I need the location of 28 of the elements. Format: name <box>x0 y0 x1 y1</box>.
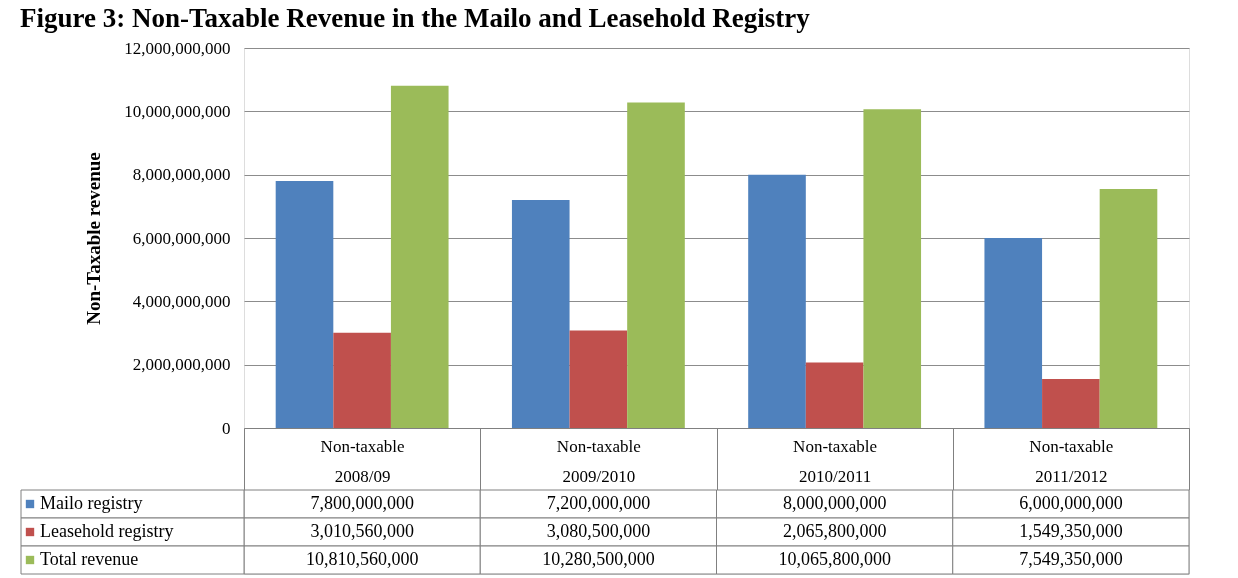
x-tick-label: Non-taxable 2009/2010 <box>556 436 641 486</box>
data-label: 10,065,800,000 <box>778 549 891 569</box>
x-tick-label: Non-taxable 2008/09 <box>320 436 405 486</box>
y-tick-label: 0 <box>222 418 231 438</box>
data-label: 7,200,000,000 <box>546 493 651 513</box>
chart-title: Figure 3: Non-Taxable Revenue in the Mailo and Leasehold Registry <box>20 2 811 33</box>
x-tick-label: Non-taxable 2010/2011 <box>793 436 878 486</box>
data-label: 10,810,560,000 <box>305 549 419 569</box>
x-tick-label: Non-taxable 2011/2012 <box>1029 436 1114 486</box>
y-tick-label: 4,000,000,000 <box>132 291 231 311</box>
y-tick-label: 12,000,000,000 <box>124 38 231 58</box>
data-label: 3,010,560,000 <box>310 521 414 541</box>
data-label: 8,000,000,000 <box>782 493 887 513</box>
legend-label: Total revenue <box>40 549 139 569</box>
data-label: 7,800,000,000 <box>310 493 414 513</box>
data-label: 2,065,800,000 <box>782 521 887 541</box>
data-label: 6,000,000,000 <box>1019 493 1123 513</box>
legend-label: Leasehold registry <box>40 521 174 541</box>
y-tick-label: 8,000,000,000 <box>132 165 231 185</box>
y-tick-label: 2,000,000,000 <box>132 355 231 375</box>
data-label: 10,280,500,000 <box>542 549 655 569</box>
y-axis-title: Non-Taxable revenue <box>83 152 105 325</box>
y-tick-label: 10,000,000,000 <box>124 101 231 121</box>
data-label: 3,080,500,000 <box>546 521 651 541</box>
legend-label: Mailo registry <box>40 493 143 513</box>
y-tick-label: 6,000,000,000 <box>132 228 231 248</box>
data-label: 1,549,350,000 <box>1019 521 1123 541</box>
data-label: 7,549,350,000 <box>1019 549 1123 569</box>
